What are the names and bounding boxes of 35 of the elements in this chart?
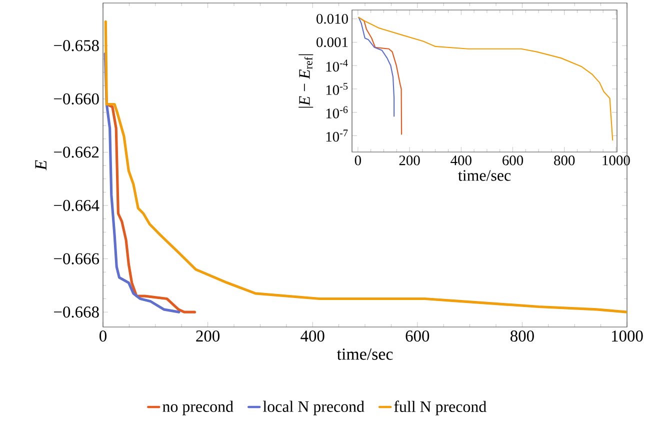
y-tick-label: −0.664 <box>54 200 100 212</box>
x-tick-label: 200 <box>399 156 420 166</box>
y-tick-label: 0.010 <box>316 14 348 24</box>
x-tick-label: 200 <box>196 330 220 342</box>
legend-label: full N precond <box>394 400 486 416</box>
y-tick-label: −0.662 <box>54 146 99 158</box>
x-tick-label: 400 <box>450 156 472 166</box>
y-axis-title: E <box>35 160 46 170</box>
x-tick-label: 600 <box>502 156 524 166</box>
x-axis-title: time/sec <box>458 170 511 181</box>
x-tick-label: 0 <box>100 330 106 342</box>
x-tick-label: 0 <box>354 156 362 166</box>
x-tick-label: 1000 <box>612 330 643 342</box>
line-series <box>105 102 196 314</box>
y-axis-title: |E − E$_{ref}$| <box>298 54 314 108</box>
y-tick-label: −0.668 <box>54 306 99 318</box>
y-tick-label: 10$^{-5}$ <box>326 82 348 95</box>
line-series <box>358 16 402 135</box>
x-tick-label: 1000 <box>602 156 630 166</box>
y-tick-label: 0.001 <box>316 37 348 48</box>
y-tick-label: −0.660 <box>54 93 99 105</box>
y-tick-label: 10$^{-6}$ <box>326 106 348 118</box>
y-tick-label: 10$^{-7}$ <box>326 130 348 142</box>
x-tick-label: 800 <box>510 330 534 342</box>
legend-label: no precond <box>162 400 234 416</box>
y-tick-label: −0.658 <box>54 40 99 52</box>
x-tick-label: 600 <box>406 330 430 342</box>
legend-label: local N precond <box>263 400 364 416</box>
line-series <box>358 16 614 141</box>
x-tick-label: 400 <box>300 330 324 342</box>
y-tick-label: −0.666 <box>54 253 99 264</box>
x-axis-title: time/sec <box>336 348 393 360</box>
x-tick-label: 800 <box>554 156 575 166</box>
line-series <box>358 16 395 117</box>
y-tick-label: 10$^{-4}$ <box>326 60 348 72</box>
